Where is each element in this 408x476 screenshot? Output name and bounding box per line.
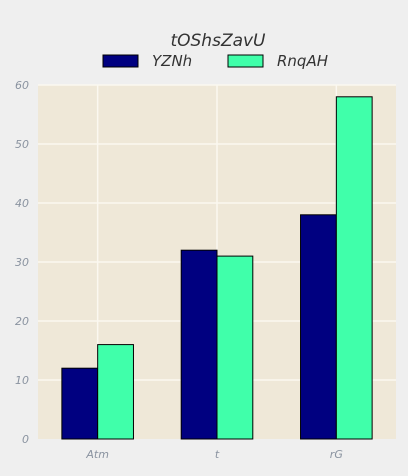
y-tick-label: 10 [15,374,29,387]
legend-title: tOShsZavU [170,31,266,51]
legend-swatch-YZNh [103,55,138,67]
x-tick-label: t [215,448,220,461]
y-tick-label: 20 [15,315,29,328]
bar-YZNh-rG [301,215,337,439]
bar-YZNh-Atm [62,368,98,439]
bar-RnqAH-Atm [98,345,134,439]
legend-label-RnqAH: RnqAH [277,52,328,70]
x-tick-label: rG [330,448,343,461]
bar-RnqAH-rG [336,97,372,439]
x-tick-label: Atm [85,448,109,461]
legend-label-YZNh: YZNh [152,52,192,70]
y-tick-label: 50 [15,138,29,151]
y-axis-ticks: 0 10 20 30 40 50 60 [15,79,29,446]
legend-swatch-RnqAH [228,55,263,67]
bar-RnqAH-t [217,256,253,439]
y-tick-label: 0 [22,433,29,446]
y-tick-label: 60 [15,79,29,92]
y-tick-label: 40 [15,197,29,210]
bar-YZNh-t [181,250,217,439]
legend: tOShsZavU YZNh RnqAH [103,31,328,70]
x-axis-ticks: Atm t rG [85,448,342,461]
y-tick-label: 30 [15,256,29,269]
